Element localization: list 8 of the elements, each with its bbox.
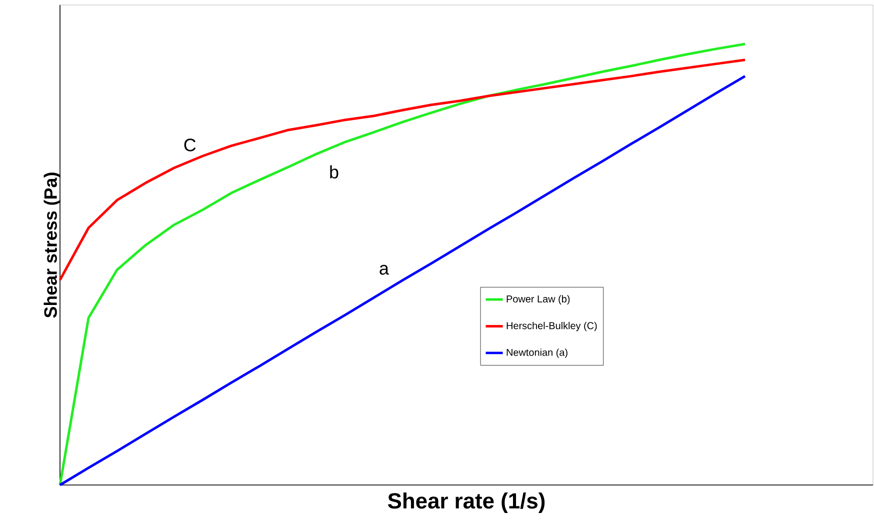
legend-label: Newtonian (a) — [506, 348, 568, 358]
legend-label: Herschel-Bulkley (C) — [506, 322, 597, 332]
annotation: b — [330, 165, 338, 178]
y-axis-title: Shear stress (Pa) — [44, 172, 60, 318]
annotation: C — [184, 138, 196, 152]
x-axis-title: Shear rate (1/s) — [388, 492, 545, 513]
annotation: a — [380, 264, 389, 275]
legend-label: Power Law (b) — [506, 295, 570, 304]
